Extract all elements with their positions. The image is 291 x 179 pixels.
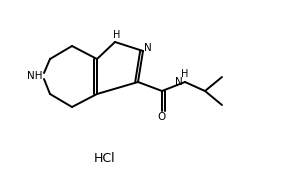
Text: HCl: HCl [94, 153, 116, 166]
Text: N: N [175, 77, 183, 87]
Text: H: H [181, 69, 189, 79]
Text: NH: NH [27, 71, 43, 81]
Text: H: H [113, 30, 121, 40]
Text: O: O [158, 112, 166, 122]
Text: N: N [144, 43, 152, 53]
